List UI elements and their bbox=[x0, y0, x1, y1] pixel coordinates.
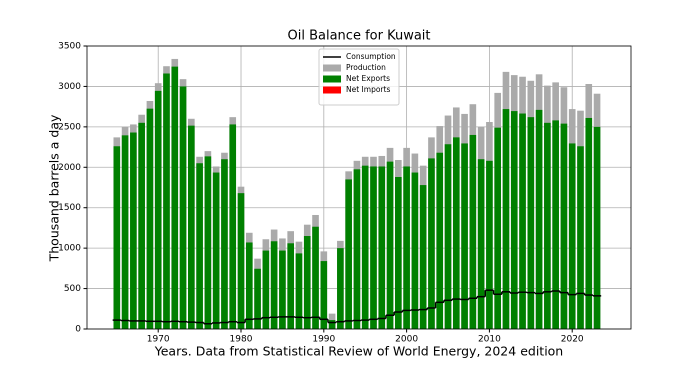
bar bbox=[138, 122, 145, 329]
y-tick-label: 0 bbox=[75, 325, 81, 335]
bar bbox=[345, 179, 352, 329]
bar bbox=[287, 243, 295, 329]
bar bbox=[378, 166, 386, 329]
x-tick-label: 2000 bbox=[395, 335, 418, 345]
bar bbox=[212, 172, 220, 329]
bar bbox=[486, 160, 493, 329]
bar bbox=[312, 226, 319, 329]
x-tick-label: 2010 bbox=[478, 335, 501, 345]
bar bbox=[279, 250, 286, 329]
y-axis-label: Thousand barrels a day bbox=[47, 114, 62, 262]
bar bbox=[196, 163, 203, 329]
x-tick-label: 1990 bbox=[312, 335, 335, 345]
bar bbox=[519, 113, 526, 329]
bar bbox=[469, 134, 477, 329]
bar bbox=[113, 146, 121, 329]
bar bbox=[527, 117, 535, 329]
bar bbox=[130, 132, 137, 329]
bar bbox=[262, 250, 270, 329]
bar bbox=[419, 185, 427, 329]
bar bbox=[395, 176, 402, 329]
legend-patch bbox=[323, 86, 341, 94]
x-axis-label: Years. Data from Statistical Review of W… bbox=[154, 344, 563, 359]
bar bbox=[353, 169, 361, 329]
chart-title: Oil Balance for Kuwait bbox=[288, 29, 431, 44]
bar bbox=[452, 137, 460, 329]
bar bbox=[568, 143, 576, 329]
legend-label: Consumption bbox=[346, 52, 396, 61]
bar bbox=[204, 156, 212, 329]
bar bbox=[510, 111, 518, 329]
bar bbox=[436, 152, 444, 329]
legend-patch bbox=[323, 75, 341, 83]
bar bbox=[320, 261, 328, 329]
bar bbox=[593, 126, 601, 329]
bar bbox=[221, 159, 228, 329]
bar bbox=[461, 143, 468, 329]
y-tick-label: 2500 bbox=[58, 122, 81, 132]
bar bbox=[494, 127, 502, 329]
x-tick-label: 1980 bbox=[230, 335, 253, 345]
bar bbox=[179, 86, 187, 329]
y-tick-label: 500 bbox=[64, 284, 81, 294]
bar bbox=[188, 125, 195, 329]
bar bbox=[171, 66, 179, 330]
legend-label: Net Exports bbox=[346, 74, 390, 83]
bar bbox=[154, 90, 162, 329]
bar bbox=[328, 320, 336, 329]
bar bbox=[560, 123, 568, 329]
bar bbox=[303, 236, 311, 329]
bar bbox=[245, 242, 253, 329]
x-tick-label: 1970 bbox=[147, 335, 170, 345]
bar bbox=[121, 135, 129, 329]
bar bbox=[361, 165, 369, 329]
bar bbox=[403, 166, 410, 329]
bar bbox=[295, 253, 303, 329]
bar bbox=[535, 109, 543, 330]
bar bbox=[552, 120, 559, 329]
y-tick-label: 1000 bbox=[58, 244, 81, 254]
plot-frame bbox=[86, 45, 632, 330]
bar bbox=[270, 241, 278, 329]
y-tick-label: 3000 bbox=[58, 82, 81, 92]
bar bbox=[237, 193, 245, 329]
bar bbox=[477, 159, 485, 329]
bar bbox=[370, 166, 377, 329]
bar bbox=[229, 124, 237, 329]
bar bbox=[544, 122, 551, 329]
bar bbox=[502, 109, 510, 329]
bar bbox=[146, 108, 154, 330]
legend-label: Production bbox=[346, 63, 386, 72]
y-tick-label: 2000 bbox=[58, 163, 81, 173]
bar bbox=[428, 158, 435, 329]
bar bbox=[337, 248, 344, 329]
bar bbox=[444, 144, 452, 329]
bar bbox=[254, 268, 261, 329]
bar bbox=[411, 172, 419, 329]
y-tick-label: 1500 bbox=[58, 203, 81, 213]
y-tick-label: 3500 bbox=[58, 42, 81, 52]
x-tick-label: 2020 bbox=[561, 335, 584, 345]
bar bbox=[585, 117, 593, 329]
bar bbox=[163, 73, 170, 330]
legend-patch bbox=[323, 64, 341, 72]
legend-label: Net Imports bbox=[346, 85, 390, 94]
bar bbox=[386, 161, 394, 329]
bar bbox=[577, 146, 584, 329]
